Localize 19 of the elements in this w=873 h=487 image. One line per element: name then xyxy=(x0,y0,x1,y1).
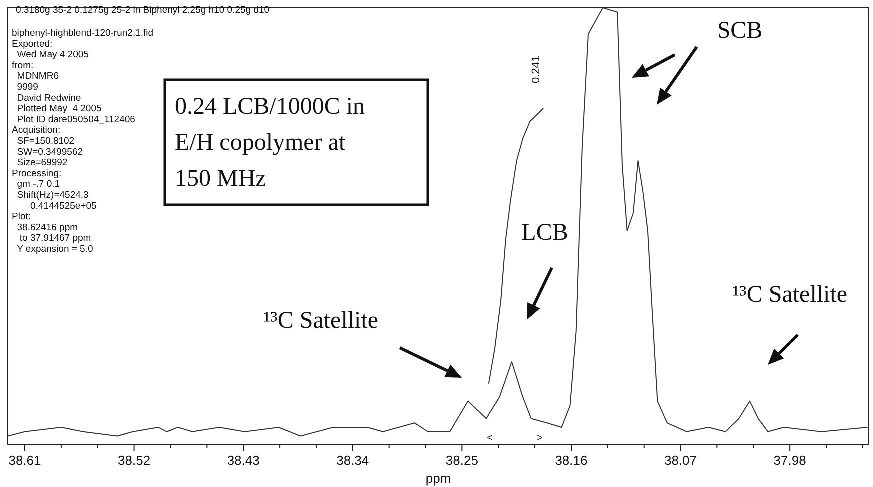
annotation: 0.241 xyxy=(530,56,543,84)
chart-title: 0.3180g 35-2 0.1275g 25-2 in Biphenyl 2.25g h10 0.25g d10 xyxy=(16,5,270,16)
x-tick-label: 37.98 xyxy=(774,453,806,468)
x-tick-label: 38.07 xyxy=(664,453,698,468)
x-axis-title: ppm xyxy=(426,471,452,486)
annotation: 0.24 LCB/1000C in E/H copolymer at 150 MHz xyxy=(175,94,366,192)
x-tick-label: 38.52 xyxy=(118,453,151,468)
annotation: ¹³C Satellite xyxy=(732,282,848,308)
annotation: > xyxy=(537,433,544,444)
text: biphenyl-highblend-120-run2.1.fid Exported: Wed May 4 2005 from: MDNMR6 9999 David Redwine Plotted May 4 2005 Plot ID dare050504_112406 Acquisition: SF=150.8102 SW=0.3499562 Size=69992 Processing: gm -.7 0.1 Shift(Hz)=4524.3 0.4144525e+05 Plot: 38.62416 ppm to 37.91467 ppm Y expansion = 5.0 xyxy=(12,28,154,255)
x-tick-label: 38.34 xyxy=(336,453,370,468)
annotation: ¹³C Satellite xyxy=(263,308,379,334)
x-tick-label: 38.25 xyxy=(446,453,478,468)
annotation: LCB xyxy=(522,220,568,246)
annotation: < xyxy=(487,433,494,444)
x-tick-label: 38.61 xyxy=(8,453,42,468)
annotation: SCB xyxy=(717,18,763,44)
x-tick-label: 38.16 xyxy=(555,453,588,468)
x-tick-label: 38.43 xyxy=(227,453,260,468)
